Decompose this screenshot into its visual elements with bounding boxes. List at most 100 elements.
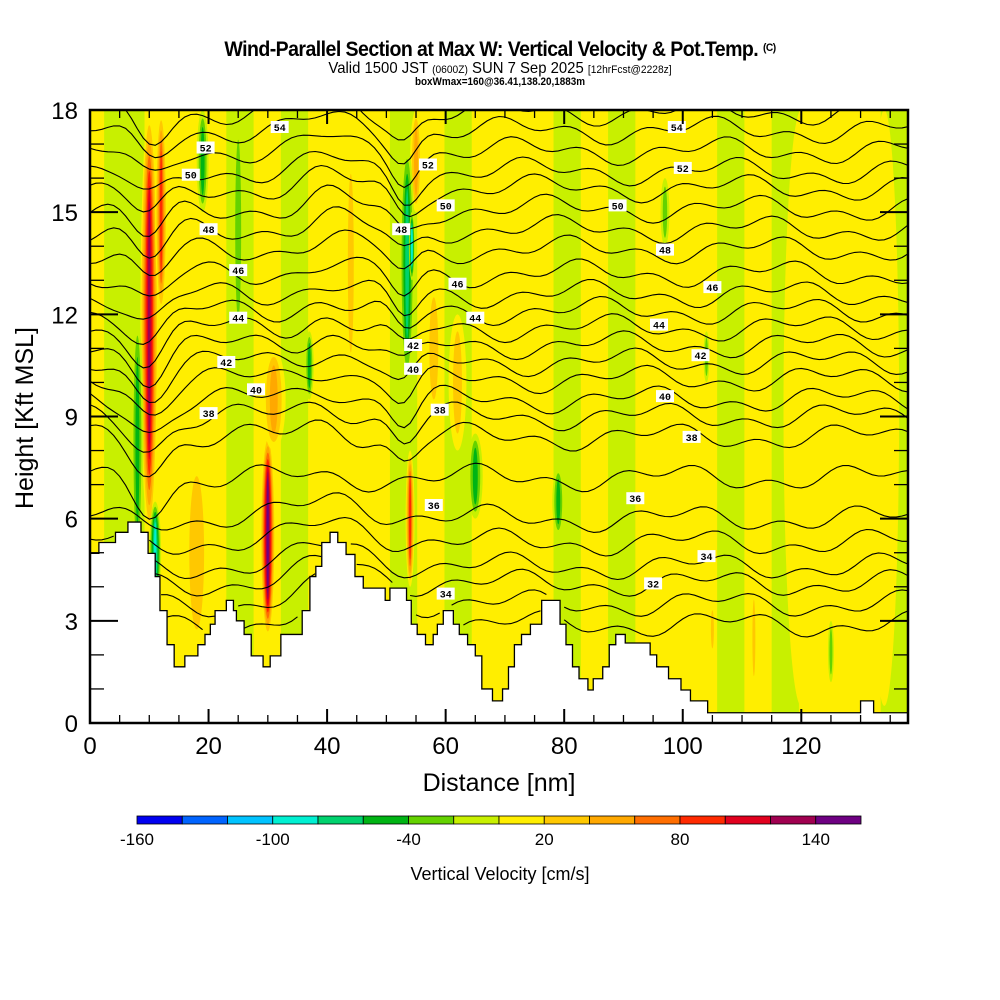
contour-label: 40 xyxy=(656,390,674,404)
contour-label-bg xyxy=(196,141,215,154)
w-feature xyxy=(135,356,140,528)
colorbar-segment xyxy=(815,815,862,825)
contour-label-text: 36 xyxy=(629,495,641,506)
w-feature xyxy=(662,186,668,238)
boxwmax-info: boxWmax=160@36.41,138.20,1883m xyxy=(414,76,586,88)
field-band xyxy=(908,110,1000,723)
contour-label-text: 44 xyxy=(232,315,244,326)
contour-label: 36 xyxy=(424,499,443,513)
contour-label-bg xyxy=(656,243,674,256)
colorbar-tick-label: -100 xyxy=(256,830,290,849)
contour-label-bg xyxy=(199,407,218,420)
contour-label-text: 54 xyxy=(274,124,286,135)
contour-label: 34 xyxy=(697,550,716,564)
valid-utc: (0600Z) xyxy=(432,64,468,76)
theta-contour-35 xyxy=(90,516,908,557)
contour-label-text: 48 xyxy=(395,226,407,237)
w-feature xyxy=(783,110,820,706)
theta-contour-51 xyxy=(90,164,908,218)
contour-label-bg xyxy=(404,339,423,351)
theta-contour-38 xyxy=(90,419,908,478)
colorbar-segment xyxy=(543,815,590,825)
contour-label: 38 xyxy=(430,403,449,418)
valid-time: Valid 1500 JST xyxy=(328,60,428,77)
contour-label-bg xyxy=(667,121,686,133)
contour-label: 46 xyxy=(229,264,248,278)
contour-label: 40 xyxy=(247,383,265,397)
theta-contour-34 xyxy=(154,542,908,581)
contour-label-text: 42 xyxy=(694,352,706,363)
w-feature xyxy=(409,477,412,560)
contour-label-text: 50 xyxy=(185,172,197,183)
colorbar-segment xyxy=(272,815,319,825)
w-feature xyxy=(235,139,242,319)
colorbar-segment xyxy=(724,815,771,825)
contour-label: 52 xyxy=(418,158,437,173)
contour-label-bg xyxy=(448,277,467,290)
colorbar-segment xyxy=(770,815,817,825)
contour-label: 38 xyxy=(682,430,701,445)
w-feature xyxy=(429,297,439,400)
w-feature xyxy=(581,110,606,383)
contour-label-text: 32 xyxy=(647,580,659,591)
w-feature xyxy=(159,150,163,274)
contour-label-bg xyxy=(217,356,236,368)
y-tick-label: 18 xyxy=(51,98,78,125)
contour-label-text: 50 xyxy=(612,202,624,213)
copyright-mark: (C) xyxy=(763,42,776,54)
contour-label-text: 54 xyxy=(671,124,683,135)
contour-label-bg xyxy=(644,577,663,590)
w-feature xyxy=(710,610,714,649)
contour-label: 48 xyxy=(392,223,411,237)
contour-label: 48 xyxy=(199,223,218,237)
colorbar: -160 -100 -40 20 80 140 xyxy=(120,815,862,849)
theta-contour-53 xyxy=(90,134,908,189)
contour-label-text: 42 xyxy=(220,359,232,370)
theta-contour-37 xyxy=(90,462,908,520)
contour-label-text: 40 xyxy=(407,366,419,377)
contour-label: 42 xyxy=(217,356,236,370)
contour-label-text: 46 xyxy=(451,281,463,292)
contour-label-bg xyxy=(673,161,692,174)
contour-label: 44 xyxy=(466,311,485,326)
contour-label-bg xyxy=(682,430,701,443)
w-feature xyxy=(266,478,269,594)
colorbar-tick-label: 80 xyxy=(671,830,690,849)
contour-label-text: 38 xyxy=(686,434,698,445)
contour-label-text: 42 xyxy=(407,342,419,353)
contour-label: 50 xyxy=(608,199,627,213)
x-tick-label: 60 xyxy=(432,733,459,760)
colorbar-segment xyxy=(453,815,500,825)
contour-label: 52 xyxy=(673,161,692,176)
colorbar-tick-label: 140 xyxy=(802,830,830,849)
y-tick-label: 3 xyxy=(65,609,78,636)
contour-label: 36 xyxy=(626,492,645,506)
theta-contour-46 xyxy=(90,278,908,320)
theta-contour-47 xyxy=(90,256,908,297)
contour-label-bg xyxy=(626,492,645,505)
w-feature xyxy=(307,342,311,389)
contour-label-bg xyxy=(229,264,248,277)
contour-label-text: 52 xyxy=(422,162,434,173)
contour-label-bg xyxy=(691,349,710,362)
contour-label-bg xyxy=(404,362,423,375)
contour-label-bg xyxy=(247,383,265,396)
theta-contour-36 xyxy=(90,492,908,533)
contour-label: 42 xyxy=(404,339,423,353)
contour-label-bg xyxy=(466,311,485,324)
contour-label-text: 50 xyxy=(440,202,452,213)
y-tick-label: 15 xyxy=(51,200,78,227)
contour-label: 52 xyxy=(196,141,215,156)
colorbar-segment xyxy=(498,815,545,825)
w-feature xyxy=(453,331,462,434)
contour-label: 46 xyxy=(703,281,722,295)
contour-label-bg xyxy=(270,121,289,133)
contour-label-bg xyxy=(436,587,455,600)
field-band xyxy=(826,110,908,723)
contour-label-text: 34 xyxy=(700,553,712,564)
contour-label-text: 46 xyxy=(706,284,718,295)
contour-label: 54 xyxy=(270,121,289,135)
colorbar-segment xyxy=(181,815,228,825)
theta-contour-39 xyxy=(90,401,908,453)
